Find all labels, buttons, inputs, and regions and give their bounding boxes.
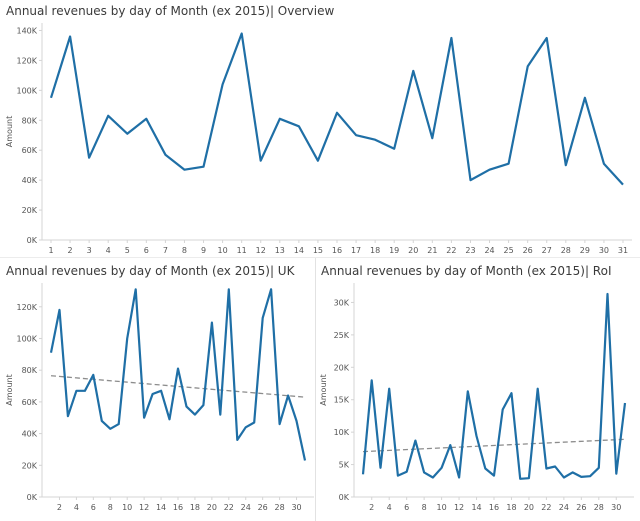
uk-chart-title: Annual revenues by day of Month (ex 2015… xyxy=(6,264,295,278)
roi-x-tick-label: 10 xyxy=(437,503,447,512)
panel-separator xyxy=(315,258,316,521)
overview-x-tick-label: 18 xyxy=(370,246,380,255)
overview-x-tick-label: 25 xyxy=(504,246,514,255)
overview-x-tick-label: 13 xyxy=(275,246,285,255)
uk-x-tick-label: 16 xyxy=(173,503,183,512)
uk-x-tick-label: 22 xyxy=(224,503,234,512)
roi-series-line xyxy=(361,292,627,480)
roi-trend-line xyxy=(362,438,626,453)
roi-x-tick-label: 30 xyxy=(611,503,621,512)
uk-y-axis-label: Amount xyxy=(5,374,14,405)
overview-x-tick-label: 19 xyxy=(389,246,399,255)
overview-y-tick-label: 120K xyxy=(16,56,37,65)
uk-x-tick-label: 24 xyxy=(241,503,251,512)
roi-x-tick-label: 26 xyxy=(576,503,586,512)
overview-y-tick-label: 20K xyxy=(22,206,38,215)
overview-x-tick-label: 15 xyxy=(313,246,323,255)
uk-y-tick-label: 0K xyxy=(27,493,38,502)
overview-x-tick-label: 26 xyxy=(523,246,533,255)
roi-y-tick-label: 30K xyxy=(334,298,350,307)
roi-y-tick-label: 20K xyxy=(334,363,350,372)
overview-chart-title: Annual revenues by day of Month (ex 2015… xyxy=(6,4,335,18)
uk-series-line xyxy=(49,288,307,461)
uk-y-tick-label: 60K xyxy=(22,398,38,407)
roi-x-tick-label: 14 xyxy=(471,503,481,512)
roi-y-tick-label: 5K xyxy=(339,461,350,470)
uk-x-tick-label: 18 xyxy=(190,503,200,512)
section-separator xyxy=(0,257,640,258)
uk-y-tick-label: 40K xyxy=(22,430,38,439)
uk-x-tick-label: 28 xyxy=(275,503,285,512)
overview-x-tick-label: 9 xyxy=(201,246,206,255)
overview-x-tick-label: 5 xyxy=(125,246,130,255)
overview-x-tick-label: 31 xyxy=(618,246,628,255)
roi-y-tick-label: 15K xyxy=(334,396,350,405)
overview-y-tick-label: 60K xyxy=(22,146,38,155)
uk-y-tick-label: 100K xyxy=(16,334,37,343)
roi-chart-title: Annual revenues by day of Month (ex 2015… xyxy=(321,264,612,278)
uk-x-tick-label: 2 xyxy=(57,503,62,512)
overview-x-tick-label: 17 xyxy=(351,246,361,255)
uk-x-tick-label: 10 xyxy=(122,503,132,512)
overview-x-tick-label: 2 xyxy=(68,246,73,255)
overview-x-tick-label: 30 xyxy=(599,246,609,255)
roi-x-tick-label: 28 xyxy=(594,503,604,512)
overview-x-tick-label: 21 xyxy=(427,246,437,255)
roi-x-tick-label: 6 xyxy=(404,503,409,512)
uk-x-tick-label: 4 xyxy=(74,503,79,512)
overview-y-tick-label: 140K xyxy=(16,26,37,35)
overview-y-tick-label: 100K xyxy=(16,86,37,95)
overview-y-tick-label: 40K xyxy=(22,176,38,185)
roi-y-axis-label: Amount xyxy=(319,374,328,405)
overview-x-tick-label: 7 xyxy=(163,246,168,255)
overview-x-tick-label: 3 xyxy=(87,246,92,255)
overview-x-tick-label: 4 xyxy=(106,246,111,255)
overview-x-tick-label: 10 xyxy=(218,246,228,255)
overview-x-tick-label: 6 xyxy=(144,246,149,255)
overview-x-tick-label: 1 xyxy=(48,246,53,255)
overview-x-tick-label: 22 xyxy=(446,246,456,255)
roi-x-tick-label: 2 xyxy=(369,503,374,512)
overview-x-tick-label: 27 xyxy=(542,246,552,255)
overview-x-tick-label: 20 xyxy=(408,246,418,255)
overview-x-tick-label: 8 xyxy=(182,246,187,255)
roi-y-tick-label: 25K xyxy=(334,331,350,340)
overview-series-line xyxy=(49,32,624,186)
uk-x-tick-label: 8 xyxy=(108,503,113,512)
uk-x-tick-label: 6 xyxy=(91,503,96,512)
overview-x-tick-label: 24 xyxy=(484,246,494,255)
roi-x-tick-label: 22 xyxy=(541,503,551,512)
overview-x-tick-label: 23 xyxy=(465,246,475,255)
roi-x-tick-label: 20 xyxy=(524,503,534,512)
overview-x-tick-label: 28 xyxy=(561,246,571,255)
uk-y-tick-label: 20K xyxy=(22,461,38,470)
overview-y-tick-label: 0K xyxy=(27,236,38,245)
uk-y-tick-label: 120K xyxy=(16,303,37,312)
uk-x-tick-label: 12 xyxy=(139,503,149,512)
overview-x-tick-label: 29 xyxy=(580,246,590,255)
overview-x-tick-label: 11 xyxy=(237,246,247,255)
overview-x-tick-label: 12 xyxy=(256,246,266,255)
uk-y-tick-label: 80K xyxy=(22,366,38,375)
uk-trend-line xyxy=(50,375,306,398)
overview-x-tick-label: 16 xyxy=(332,246,342,255)
uk-x-tick-label: 30 xyxy=(291,503,301,512)
uk-x-tick-label: 14 xyxy=(156,503,166,512)
uk-x-tick-label: 26 xyxy=(258,503,268,512)
roi-y-tick-label: 0K xyxy=(339,493,350,502)
roi-x-tick-label: 18 xyxy=(506,503,516,512)
uk-x-tick-label: 20 xyxy=(207,503,217,512)
roi-x-tick-label: 12 xyxy=(454,503,464,512)
roi-x-tick-label: 8 xyxy=(422,503,427,512)
roi-x-tick-label: 4 xyxy=(387,503,392,512)
roi-x-tick-label: 16 xyxy=(489,503,499,512)
roi-y-tick-label: 10K xyxy=(334,428,350,437)
roi-x-tick-label: 24 xyxy=(559,503,569,512)
overview-x-tick-label: 14 xyxy=(294,246,304,255)
overview-y-tick-label: 80K xyxy=(22,116,38,125)
overview-y-axis-label: Amount xyxy=(5,116,14,147)
